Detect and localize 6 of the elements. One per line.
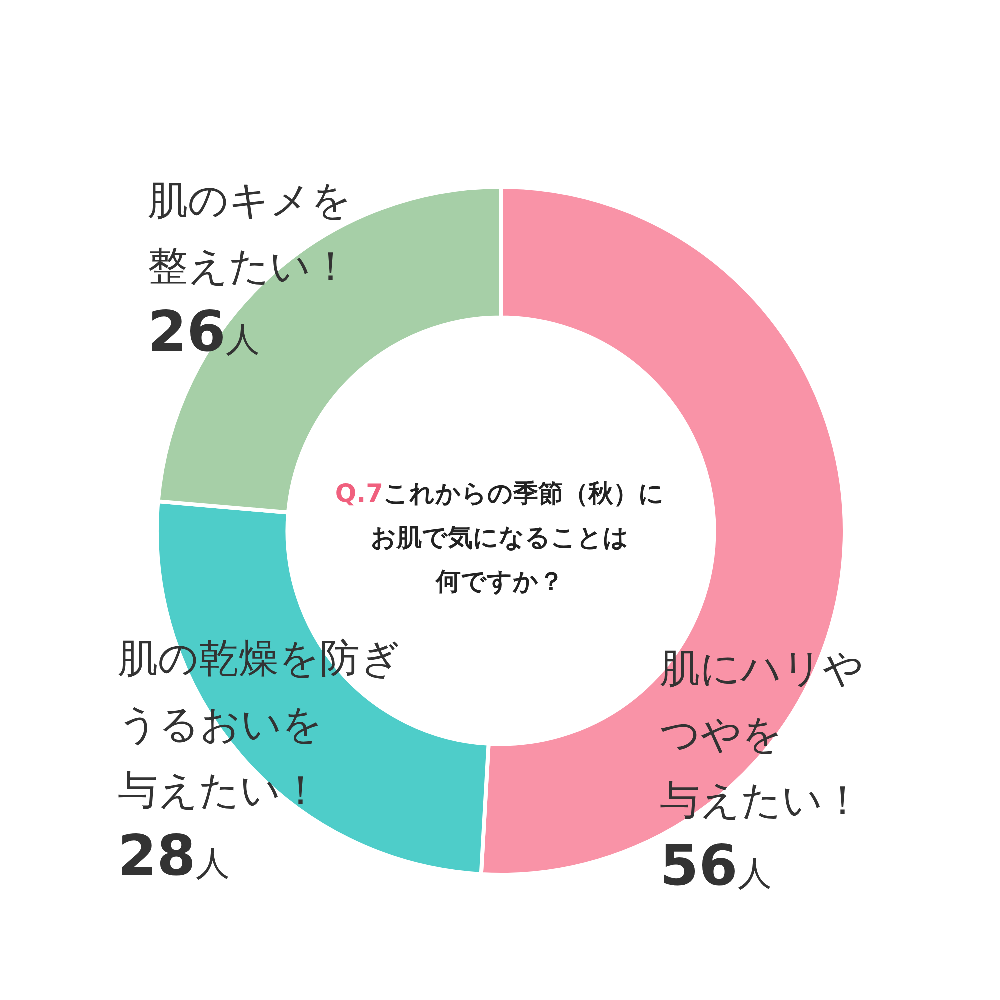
data-label: 56人 bbox=[660, 834, 772, 899]
slice-label: 肌のキメを整えたい！ bbox=[148, 178, 352, 290]
text: Q.7これからの季節（秋）にお肌で気になることは何ですか？ bbox=[334, 478, 666, 598]
data-label: 28人 bbox=[118, 824, 230, 889]
data-label: 26人 bbox=[148, 300, 260, 365]
slice-label: 肌にハリやつやを与えたい！ bbox=[660, 646, 864, 824]
